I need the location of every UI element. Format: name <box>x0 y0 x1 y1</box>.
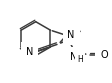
Text: N: N <box>26 47 33 57</box>
Text: N: N <box>67 30 74 40</box>
Text: N: N <box>70 52 77 62</box>
Text: H: H <box>76 55 82 64</box>
Text: O: O <box>99 50 107 60</box>
